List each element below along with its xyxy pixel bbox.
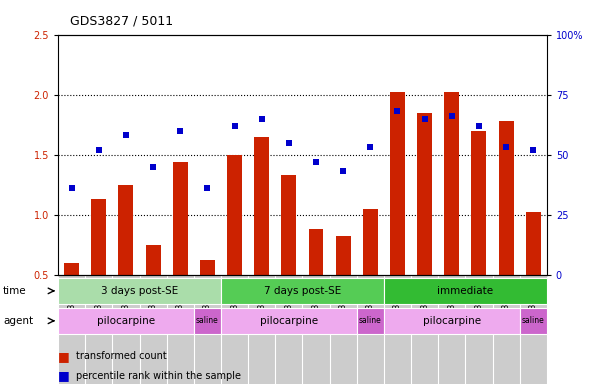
Bar	[221, 308, 357, 334]
Bar	[335, 236, 351, 275]
Text: time: time	[3, 286, 27, 296]
Bar	[438, 275, 466, 384]
Bar	[119, 185, 133, 275]
Bar	[64, 263, 79, 275]
Bar	[411, 275, 438, 384]
Point	[311, 159, 321, 165]
Bar	[145, 245, 161, 275]
Bar	[254, 137, 269, 275]
Text: pilocarpine: pilocarpine	[97, 316, 155, 326]
Text: ■: ■	[58, 369, 70, 382]
Point	[338, 168, 348, 174]
Point	[501, 144, 511, 151]
Bar	[221, 275, 248, 384]
Bar	[444, 92, 459, 275]
Point	[121, 132, 131, 139]
Text: 7 days post-SE: 7 days post-SE	[264, 286, 341, 296]
Bar	[329, 275, 357, 384]
Bar	[282, 175, 296, 275]
Text: saline: saline	[359, 316, 382, 325]
Bar	[384, 308, 520, 334]
Bar	[309, 229, 323, 275]
Text: ■: ■	[58, 350, 70, 363]
Bar	[58, 275, 85, 384]
Point	[284, 139, 294, 146]
Point	[202, 185, 212, 191]
Point	[148, 164, 158, 170]
Bar	[227, 155, 242, 275]
Bar	[384, 275, 411, 384]
Bar	[357, 275, 384, 384]
Bar	[139, 275, 167, 384]
Bar	[390, 92, 405, 275]
Bar	[173, 162, 188, 275]
Bar	[167, 275, 194, 384]
Text: agent: agent	[3, 316, 33, 326]
Bar	[417, 113, 432, 275]
Bar	[466, 275, 492, 384]
Point	[474, 123, 484, 129]
Point	[94, 147, 104, 153]
Text: pilocarpine: pilocarpine	[260, 316, 318, 326]
Bar	[520, 308, 547, 334]
Bar	[85, 275, 112, 384]
Text: saline: saline	[196, 316, 219, 325]
Text: 3 days post-SE: 3 days post-SE	[101, 286, 178, 296]
Text: immediate: immediate	[437, 286, 494, 296]
Bar	[302, 275, 329, 384]
Text: pilocarpine: pilocarpine	[423, 316, 481, 326]
Bar	[276, 275, 302, 384]
Point	[230, 123, 240, 129]
Bar	[499, 121, 514, 275]
Bar	[526, 212, 541, 275]
Bar	[91, 199, 106, 275]
Point	[393, 108, 403, 114]
Bar	[248, 275, 276, 384]
Point	[67, 185, 76, 191]
Text: saline: saline	[522, 316, 544, 325]
Bar	[194, 308, 221, 334]
Bar	[357, 308, 384, 334]
Bar	[472, 131, 486, 275]
Point	[175, 127, 185, 134]
Point	[447, 113, 456, 119]
Bar	[58, 308, 194, 334]
Bar	[58, 278, 221, 304]
Point	[365, 144, 375, 151]
Bar	[112, 275, 139, 384]
Point	[257, 116, 266, 122]
Text: transformed count: transformed count	[76, 351, 167, 361]
Bar	[221, 278, 384, 304]
Bar	[194, 275, 221, 384]
Bar	[384, 278, 547, 304]
Text: percentile rank within the sample: percentile rank within the sample	[76, 371, 241, 381]
Point	[529, 147, 538, 153]
Text: GDS3827 / 5011: GDS3827 / 5011	[70, 15, 174, 28]
Bar	[520, 275, 547, 384]
Point	[420, 116, 430, 122]
Bar	[200, 260, 215, 275]
Bar	[363, 209, 378, 275]
Bar	[492, 275, 520, 384]
